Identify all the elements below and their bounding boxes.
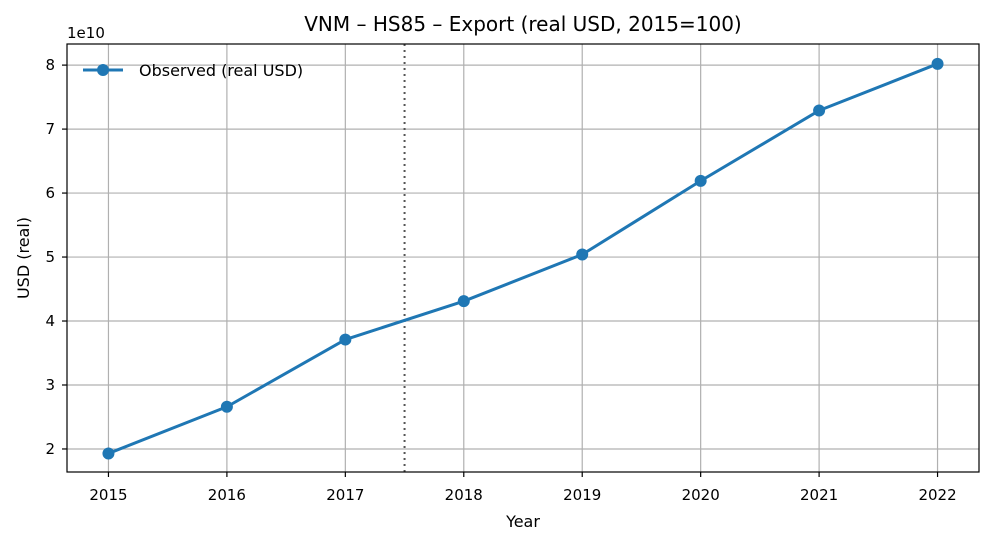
data-point xyxy=(220,400,233,413)
grid xyxy=(67,44,979,472)
x-tick-label: 2020 xyxy=(682,486,720,504)
data-point xyxy=(694,174,707,187)
x-tick-label: 2019 xyxy=(563,486,601,504)
legend-marker xyxy=(97,64,109,76)
chart-title: VNM – HS85 – Export (real USD, 2015=100) xyxy=(304,12,741,36)
y-tick-label: 5 xyxy=(45,248,55,266)
y-tick-label: 7 xyxy=(45,120,55,138)
data-point xyxy=(576,248,589,261)
x-tick-label: 2015 xyxy=(89,486,127,504)
y-tick-label: 8 xyxy=(45,56,55,74)
data-point xyxy=(813,104,826,117)
ticks: 2015 2016 2017 2018 2019 2020 2021 2022 2 3 4 5 6 7 8 xyxy=(45,56,956,504)
series-line xyxy=(107,62,939,455)
legend-label: Observed (real USD) xyxy=(139,61,303,80)
legend: Observed (real USD) xyxy=(83,61,303,80)
data-point xyxy=(339,333,352,346)
y-axis-label: USD (real) xyxy=(14,217,33,299)
x-tick-label: 2017 xyxy=(326,486,364,504)
y-offset-label: 1e10 xyxy=(67,24,105,42)
x-tick-label: 2022 xyxy=(918,486,956,504)
data-point xyxy=(102,447,115,460)
data-point xyxy=(457,295,470,308)
y-tick-label: 3 xyxy=(45,376,55,394)
x-axis-label: Year xyxy=(505,512,540,531)
data-point xyxy=(931,57,944,70)
x-tick-label: 2016 xyxy=(208,486,246,504)
plot-frame xyxy=(66,43,980,473)
y-tick-label: 2 xyxy=(45,440,55,458)
x-tick-label: 2021 xyxy=(800,486,838,504)
x-tick-label: 2018 xyxy=(445,486,483,504)
y-tick-label: 6 xyxy=(45,184,55,202)
y-tick-label: 4 xyxy=(45,312,55,330)
series-layer xyxy=(102,57,944,460)
